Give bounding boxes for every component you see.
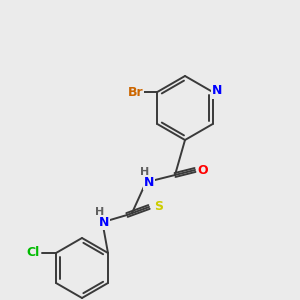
Text: O: O	[198, 164, 208, 176]
Text: N: N	[99, 215, 109, 229]
Text: Cl: Cl	[26, 247, 40, 260]
Text: H: H	[140, 167, 150, 177]
Text: N: N	[144, 176, 154, 188]
Text: S: S	[154, 200, 164, 214]
Text: Br: Br	[128, 85, 143, 98]
Text: H: H	[95, 207, 105, 217]
Text: N: N	[212, 85, 222, 98]
